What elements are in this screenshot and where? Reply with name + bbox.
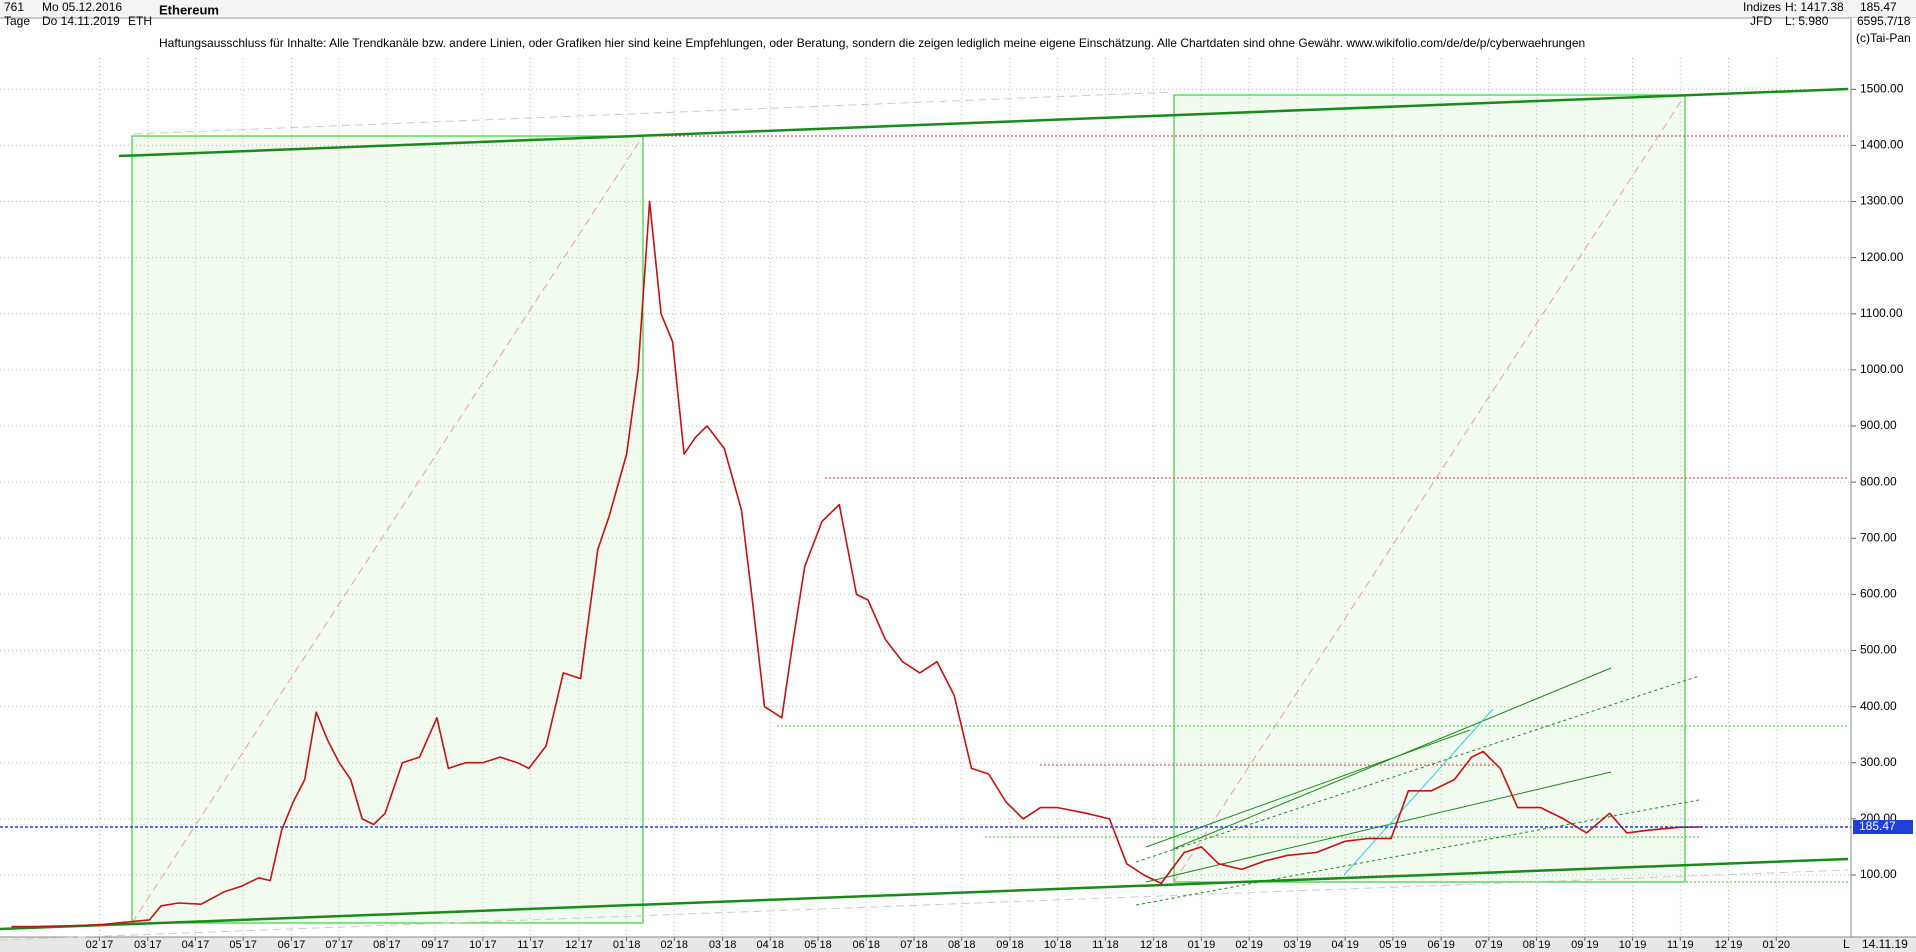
x-tick-label: 03 18 (709, 939, 737, 951)
y-tick-label: 700.00 (1860, 530, 1897, 544)
y-tick-label: 500.00 (1860, 643, 1897, 657)
x-tick-label: 05 18 (804, 939, 832, 951)
x-tick-label: 11 17 (517, 939, 544, 951)
x-tick-label: 07 19 (1475, 939, 1503, 951)
channel-line (0, 857, 1849, 931)
last-price-box (1853, 820, 1913, 835)
x-tick-label: 12 18 (1140, 939, 1168, 951)
y-tick-label: 400.00 (1860, 699, 1897, 713)
chart-title: Ethereum (159, 2, 219, 17)
x-tick-label: 10 18 (1044, 939, 1072, 951)
x-tick-label: 04 18 (757, 939, 785, 951)
x-tick-label: 02 19 (1235, 939, 1263, 951)
low: L: 5.980 (1785, 14, 1829, 28)
diagonal (1173, 94, 1686, 883)
from-date: Mo 05.12.2016 (42, 0, 122, 14)
x-tick-label: 06 19 (1427, 939, 1455, 951)
y-tick-label: 100.00 (1860, 867, 1897, 881)
x-tick-label: 10 17 (469, 939, 497, 951)
x-tick-label: 07 17 (325, 939, 353, 951)
x-tick-label: 09 17 (421, 939, 449, 951)
x-tick-label: 09 19 (1571, 939, 1599, 951)
header-bar (0, 0, 1916, 18)
x-tick-label: 12 17 (565, 939, 593, 951)
x-tick-label: 08 19 (1523, 939, 1551, 951)
period[interactable]: Tage (4, 14, 30, 28)
x-tick-label: 11 18 (1092, 939, 1119, 951)
x-tick-label: 08 18 (948, 939, 976, 951)
x-tick-label: 01 19 (1188, 939, 1216, 951)
y-tick-label: 1500.00 (1860, 81, 1904, 95)
y-tick-label: 1400.00 (1860, 138, 1904, 152)
x-tick-label: 12 19 (1715, 939, 1743, 951)
trend-line (1145, 771, 1612, 883)
last-price-label: 185.47 (1859, 819, 1896, 833)
market: Indizes (1743, 0, 1781, 14)
symbol: ETH (128, 14, 152, 28)
y-tick-label: 600.00 (1860, 587, 1897, 601)
diagonal (131, 135, 644, 924)
x-tick-label: 06 18 (853, 939, 881, 951)
channel-line (118, 87, 1849, 158)
end-date: 14.11.19 (1862, 937, 1908, 951)
y-tick-label: 300.00 (1860, 755, 1897, 769)
x-tick-label: 08 17 (373, 939, 401, 951)
price-line (11, 200, 1702, 928)
volume: 6595.7/18 (1857, 14, 1911, 28)
x-tick-label: 07 18 (900, 939, 928, 951)
x-tick-label: 01 18 (613, 939, 641, 951)
x-tick-label: 01 20 (1763, 939, 1791, 951)
disclaimer: Haftungsausschluss für Inhalte: Alle Tre… (159, 36, 1585, 50)
x-tick-label: 11 19 (1667, 939, 1694, 951)
high: H: 1417.38 (1785, 0, 1844, 14)
source: (c)Tai-Pan (1856, 31, 1911, 45)
x-tick-label: 10 19 (1619, 939, 1647, 951)
x-tick-label: 06 17 (278, 939, 306, 951)
y-tick-label: 1300.00 (1860, 194, 1904, 208)
x-tick-label: 02 17 (86, 939, 114, 951)
to-date: Do 14.11.2019 (42, 14, 120, 28)
last-price-info: 185.47 (1860, 0, 1897, 14)
x-tick-label: 04 17 (182, 939, 210, 951)
axis-mode[interactable]: L (1843, 937, 1850, 951)
broker: JFD (1750, 14, 1772, 28)
y-tick-label: 800.00 (1860, 474, 1897, 488)
x-tick-label: 03 17 (134, 939, 162, 951)
y-tick-label: 1200.00 (1860, 250, 1904, 264)
x-tick-label: 05 17 (229, 939, 257, 951)
y-tick-label: 1000.00 (1860, 362, 1904, 376)
x-tick-label: 03 19 (1284, 939, 1312, 951)
trend-line (133, 91, 1174, 135)
bars-count[interactable]: 761 (4, 0, 24, 14)
x-tick-label: 04 19 (1331, 939, 1359, 951)
trend-line (1135, 675, 1700, 863)
trend-line (1343, 708, 1494, 876)
time-axis-area (0, 937, 1916, 952)
x-tick-label: 09 18 (996, 939, 1024, 951)
price-axis-area (1851, 18, 1916, 937)
x-tick-label: 05 19 (1379, 939, 1407, 951)
y-tick-label: 900.00 (1860, 418, 1897, 432)
y-tick-label: 1100.00 (1860, 306, 1903, 320)
x-tick-label: 02 18 (661, 939, 689, 951)
annotations (0, 87, 1849, 941)
